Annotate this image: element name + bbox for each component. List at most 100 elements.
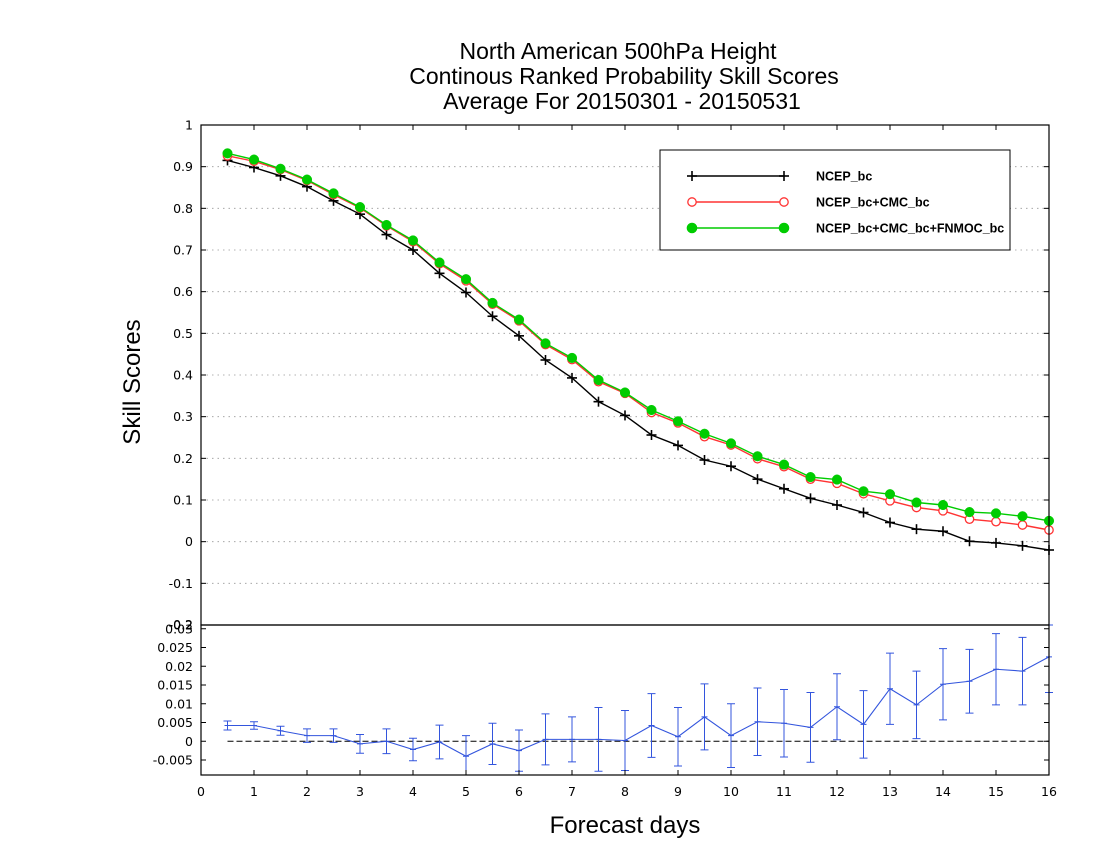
- data-point: [301, 174, 313, 185]
- error-bar: [276, 725, 285, 736]
- y-tick-label: 0.8: [173, 201, 193, 216]
- data-point: [805, 493, 816, 504]
- y-tick-label: 0.6: [173, 284, 193, 299]
- data-point: [408, 245, 418, 255]
- x-axis-ticks: 0 1 2 3 4 5 6 7 8 9 10 11 12 13 14 15 16: [197, 125, 1057, 799]
- error-bar: [886, 652, 894, 725]
- data-point: [248, 154, 260, 165]
- data-point: [779, 483, 789, 494]
- x-tick-label: 7: [568, 784, 576, 799]
- data-point: [884, 489, 896, 500]
- error-bar: [568, 716, 576, 763]
- data-point: [460, 274, 472, 285]
- data-point: [275, 163, 286, 174]
- y-tick-label: 1: [185, 118, 193, 133]
- error-bar: [700, 683, 709, 751]
- y-tick-label: 0.1: [173, 493, 193, 508]
- y-tick-label: 0.2: [173, 451, 193, 466]
- y-tick-label: -0.005: [153, 753, 193, 768]
- legend-label: NCEP_bc: [816, 170, 872, 184]
- title-line-2: Continous Ranked Probability Skill Score…: [409, 63, 839, 89]
- x-tick-label: 12: [829, 784, 845, 799]
- y-axis-label: Skill Scores: [119, 319, 146, 444]
- error-bar: [647, 693, 656, 758]
- y-tick-label: 0.015: [157, 678, 193, 693]
- data-point: [593, 374, 604, 386]
- y-tick-label: -0.1: [169, 576, 193, 591]
- y-tick-label: 0.01: [165, 696, 193, 711]
- data-point: [567, 372, 577, 383]
- error-bar: [488, 722, 497, 765]
- error-bar: [594, 707, 603, 772]
- data-point: [858, 507, 869, 518]
- legend-item: NCEP_bc+CMC_bc+FNMOC_bc: [686, 222, 1004, 236]
- data-point: [725, 438, 737, 449]
- y-tick-label: 0.005: [157, 715, 193, 730]
- error-bar: [382, 728, 391, 755]
- error-bar: [541, 713, 550, 766]
- data-point: [1017, 511, 1028, 522]
- data-point: [1017, 520, 1028, 530]
- x-axis-label: Forecast days: [550, 812, 701, 839]
- error-bar: [780, 689, 788, 758]
- data-point: [991, 516, 1001, 527]
- data-point: [222, 148, 233, 159]
- y-tick-label: 0.03: [165, 621, 193, 636]
- x-tick-label: 16: [1041, 784, 1057, 799]
- data-point: [699, 428, 710, 439]
- data-point: [752, 474, 763, 485]
- x-tick-label: 1: [250, 784, 258, 799]
- x-tick-label: 14: [935, 784, 951, 799]
- legend-label: NCEP_bc+CMC_bc+FNMOC_bc: [816, 222, 1004, 236]
- series-line-0: [227, 159, 1050, 551]
- bottom-panel-y-ticks: -0.005 0 0.005 0.01 0.015 0.02 0.025 0.03-0.2: [153, 617, 1049, 768]
- data-point: [381, 219, 392, 231]
- error-bar: [435, 724, 444, 760]
- data-point: [858, 486, 869, 497]
- data-point: [911, 497, 922, 508]
- data-point: [566, 352, 578, 363]
- data-point: [990, 508, 1002, 519]
- y-tick-label: 0.025: [157, 640, 193, 655]
- y-tick-label: 0.4: [173, 368, 193, 383]
- x-tick-label: 2: [303, 784, 311, 799]
- data-point: [593, 396, 604, 407]
- top-panel-gridlines: [201, 166, 1049, 584]
- legend-box: [659, 149, 1011, 251]
- error-bar: [621, 710, 629, 771]
- data-point: [514, 330, 524, 341]
- error-bar: [912, 670, 921, 740]
- data-point: [513, 314, 525, 325]
- error-bar: [753, 687, 762, 756]
- data-point: [752, 451, 763, 462]
- x-tick-label: 15: [988, 784, 1004, 799]
- title-line-1: North American 500hPa Height: [459, 38, 777, 64]
- error-bar: [674, 707, 682, 767]
- data-point: [620, 410, 630, 421]
- error-bar: [806, 692, 815, 763]
- y-tick-label: -0.2: [169, 618, 193, 633]
- data-point: [672, 416, 684, 427]
- y-tick-label: -0.2: [169, 617, 193, 632]
- data-point: [832, 500, 842, 510]
- data-point: [407, 235, 419, 246]
- error-bar: [1018, 636, 1027, 706]
- legend-label: NCEP_bc+CMC_bc: [816, 196, 930, 210]
- error-bar: [965, 648, 974, 714]
- y-tick-label: 0.02: [165, 659, 193, 674]
- data-point: [646, 404, 657, 416]
- data-point: [540, 338, 551, 349]
- data-point: [911, 524, 922, 535]
- error-bar: [939, 648, 947, 721]
- y-tick-label: 0.9: [173, 159, 193, 174]
- data-point: [885, 517, 895, 528]
- legend-item: NCEP_bc: [687, 170, 872, 184]
- difference-line: [227, 656, 1050, 757]
- data-point: [831, 474, 843, 485]
- data-point: [1017, 540, 1028, 551]
- data-point: [964, 536, 975, 547]
- title-line-3: Average For 20150301 - 20150531: [443, 88, 801, 114]
- y-tick-label: 0.5: [173, 326, 193, 341]
- data-point: [726, 461, 736, 472]
